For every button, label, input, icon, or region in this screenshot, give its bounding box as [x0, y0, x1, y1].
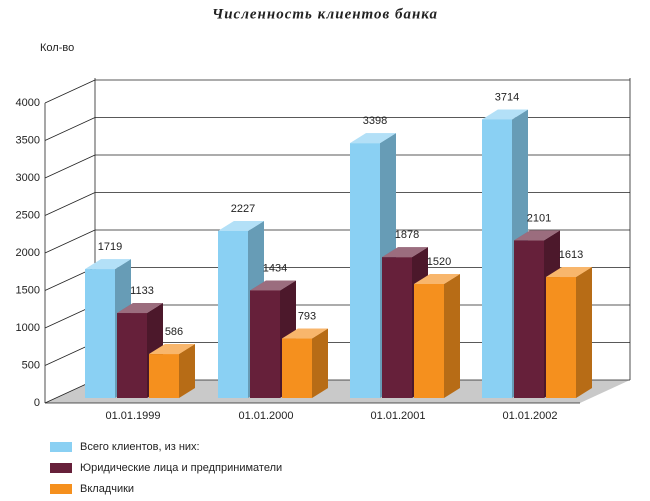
grid-line	[44, 117, 96, 141]
bar-top	[117, 303, 163, 314]
bar	[546, 277, 576, 398]
y-tick-label: 0	[34, 397, 40, 409]
bar-top	[482, 109, 528, 120]
bar-top	[414, 274, 460, 284]
bar-top	[350, 133, 396, 144]
bar-top-shade	[149, 344, 195, 355]
grid-line	[44, 79, 96, 104]
bar-side-shade	[576, 267, 592, 398]
bar-top-shade	[514, 230, 560, 241]
legend-swatch	[50, 463, 72, 473]
x-tick-label: 01.01.2002	[502, 410, 557, 422]
value-label: 3398	[363, 115, 387, 127]
bar	[117, 313, 147, 398]
bar-top	[85, 259, 131, 270]
bar-top-shade	[414, 274, 460, 284]
legend-swatch	[50, 442, 72, 452]
bar-top-shade	[350, 133, 396, 144]
bar-top	[382, 247, 428, 258]
bar-top-shade	[218, 220, 264, 231]
value-label: 793	[298, 310, 316, 322]
grid-line	[44, 229, 96, 254]
bar-top	[282, 328, 328, 339]
chart-title: Численность клиентов банка	[212, 6, 438, 22]
bar-side	[312, 328, 328, 398]
value-label: 1133	[130, 285, 154, 297]
bar-side-shade	[444, 274, 460, 398]
bar	[282, 338, 312, 398]
value-label: 2227	[231, 203, 255, 215]
bar-top-shade	[117, 303, 163, 314]
bar-top	[250, 280, 296, 291]
bar-top	[218, 220, 264, 231]
value-label: 586	[165, 326, 183, 338]
bar-side-shade	[179, 344, 195, 398]
value-label: 2101	[527, 212, 551, 224]
legend-swatch	[50, 484, 72, 494]
y-tick-label: 3000	[16, 172, 40, 184]
x-tick-label: 01.01.1999	[105, 410, 160, 422]
y-tick-label: 500	[22, 359, 40, 371]
y-axis-label: Кол-во	[40, 42, 74, 54]
bar	[382, 257, 412, 398]
y-tick-label: 4000	[16, 97, 40, 109]
bar-side-shade	[312, 328, 328, 398]
legend-label: Юридические лица и предприниматели	[80, 462, 282, 474]
value-label: 1878	[395, 229, 419, 241]
grid-line	[44, 154, 96, 179]
y-tick-label: 3500	[16, 134, 40, 146]
value-label: 1613	[559, 249, 583, 261]
y-tick-label: 2500	[16, 209, 40, 221]
bar-top	[546, 267, 592, 278]
bar	[250, 290, 280, 398]
bar-top-shade	[482, 109, 528, 120]
value-label: 1520	[427, 256, 451, 268]
bar-top-shade	[282, 328, 328, 339]
bar	[414, 284, 444, 398]
value-label: 1434	[263, 262, 287, 274]
y-tick-label: 2000	[16, 247, 40, 259]
x-tick-label: 01.01.2000	[238, 410, 293, 422]
bar	[350, 143, 380, 398]
bar	[85, 269, 115, 398]
legend-label: Всего клиентов, из них:	[80, 441, 200, 453]
y-tick-label: 1500	[16, 284, 40, 296]
bar-side	[444, 274, 460, 398]
bar-top-shade	[382, 247, 428, 258]
bar-top	[149, 344, 195, 355]
bar-top	[514, 230, 560, 241]
bar	[149, 354, 179, 398]
y-tick-label: 1000	[16, 322, 40, 334]
bar-top-shade	[85, 259, 131, 270]
value-label: 3714	[495, 91, 519, 103]
value-label: 1719	[98, 241, 122, 253]
bar-side	[179, 344, 195, 398]
bar	[218, 230, 248, 398]
bar-top-shade	[250, 280, 296, 291]
bar-top-shade	[546, 267, 592, 278]
legend-label: Вкладчики	[80, 483, 134, 495]
bar	[482, 119, 512, 398]
grid-line	[44, 192, 96, 216]
bar-side	[576, 267, 592, 398]
bar	[514, 240, 544, 398]
x-tick-label: 01.01.2001	[370, 410, 425, 422]
